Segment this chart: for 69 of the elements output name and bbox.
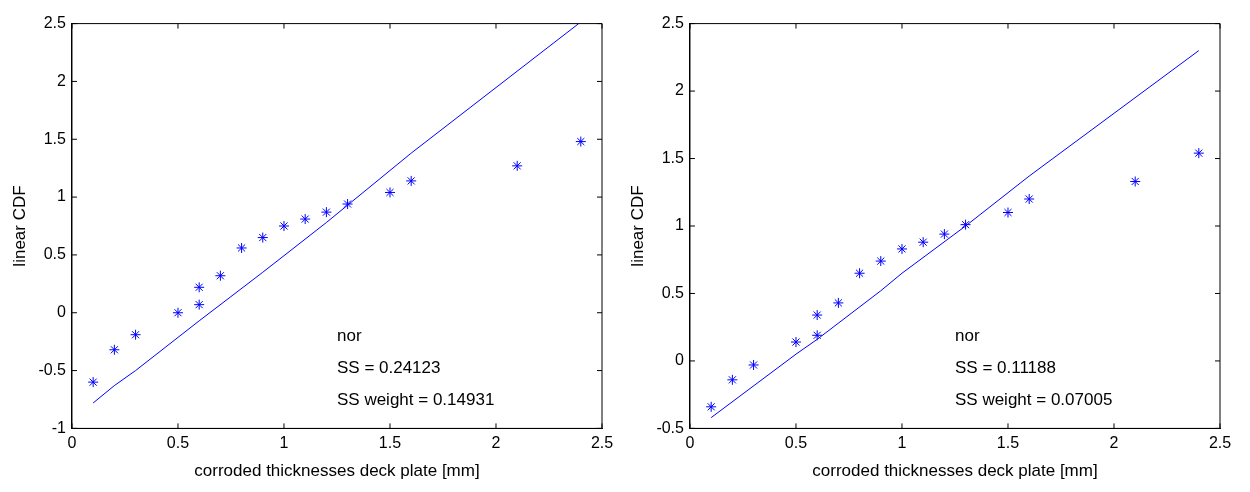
point (790, 336, 802, 348)
point (960, 219, 972, 231)
point (705, 401, 717, 413)
x-tick-label: 1 (897, 434, 907, 452)
y-tick-label: -1 (51, 418, 67, 436)
point (575, 136, 587, 148)
point (193, 299, 205, 311)
point (832, 297, 844, 309)
y-tick-label: 2.5 (43, 14, 67, 32)
y-tick-label: 0.5 (661, 283, 685, 301)
point (854, 267, 866, 279)
point (214, 270, 226, 282)
annotation: SS weight = 0.07005 (954, 390, 1113, 410)
point (875, 255, 887, 267)
annotation: SS = 0.11188 (954, 358, 1056, 378)
y-tick-label: 2 (675, 81, 685, 99)
y-tick-label: 0.5 (43, 245, 67, 263)
y-tick-label: 2 (57, 71, 67, 89)
point (342, 198, 354, 210)
x-tick-label: 2 (1109, 434, 1119, 452)
x-axis-title: corroded thicknesses deck plate [mm] (194, 461, 480, 481)
y-tick-label: -0.5 (656, 418, 685, 436)
x-tick-label: 1.5 (378, 434, 402, 452)
x-tick-label: 2 (491, 434, 501, 452)
y-axis-title: linear CDF (627, 185, 647, 267)
point (811, 329, 823, 341)
point (130, 329, 142, 341)
y-tick-label: 1 (57, 187, 67, 205)
x-tick-label: 0.5 (166, 434, 190, 452)
y-tick-label: 1 (675, 216, 685, 234)
point (384, 186, 396, 198)
point (405, 175, 417, 187)
point (193, 281, 205, 293)
point (257, 232, 269, 244)
point (236, 242, 248, 254)
point (299, 213, 311, 225)
point (748, 359, 760, 371)
point (1129, 175, 1141, 187)
point (278, 220, 290, 232)
x-tick-label: 1.5 (996, 434, 1020, 452)
x-tick-label: 2.5 (1208, 434, 1232, 452)
point (1023, 193, 1035, 205)
annotation: nor (336, 326, 362, 346)
y-tick-label: -0.5 (38, 360, 67, 378)
point (917, 236, 929, 248)
x-tick-label: 2.5 (590, 434, 614, 452)
x-tick-label: 0.5 (784, 434, 808, 452)
y-tick-label: 2.5 (661, 14, 685, 32)
x-tick-label: 1 (279, 434, 289, 452)
annotation: SS weight = 0.14931 (336, 390, 495, 410)
point (811, 309, 823, 321)
annotation: SS = 0.24123 (336, 358, 441, 378)
y-tick-label: 0 (675, 351, 685, 369)
point (938, 228, 950, 240)
y-tick-label: 1.5 (661, 148, 685, 166)
point (896, 243, 908, 255)
point (320, 206, 332, 218)
point (726, 374, 738, 386)
point (511, 160, 523, 172)
point (108, 344, 120, 356)
annotation: nor (954, 326, 980, 346)
y-tick-label: 0 (57, 303, 67, 321)
y-tick-label: 1.5 (43, 129, 67, 147)
point (1193, 147, 1205, 159)
x-axis-title: corroded thicknesses deck plate [mm] (812, 461, 1098, 481)
point (172, 307, 184, 319)
point (1002, 207, 1014, 219)
point (87, 376, 99, 388)
y-axis-title: linear CDF (9, 185, 29, 267)
